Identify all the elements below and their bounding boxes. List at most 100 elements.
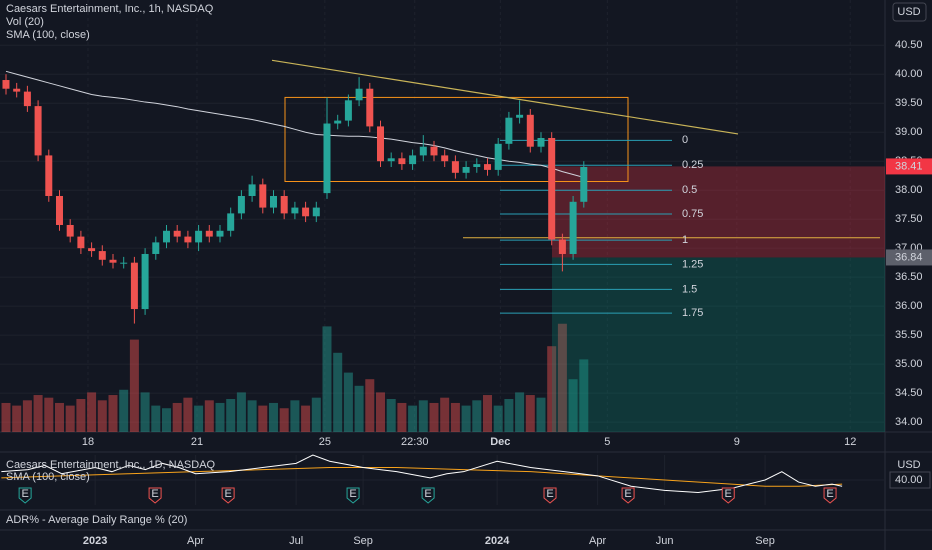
candle-body	[516, 114, 524, 118]
currency-box[interactable]	[892, 2, 927, 22]
candle-body	[344, 100, 352, 121]
volume-bar	[33, 395, 43, 432]
candle-body	[55, 195, 63, 225]
volume-bar	[97, 400, 107, 432]
x-tick-label: 18	[82, 436, 94, 448]
x-tick-label: Apr	[187, 535, 204, 547]
candle-body	[23, 91, 31, 107]
volume-bar	[386, 399, 396, 432]
candle-body	[173, 230, 181, 237]
daily-line	[1, 454, 843, 494]
earnings-marker	[18, 487, 32, 504]
daily-sma-legend: SMA (100, close)	[6, 471, 90, 483]
volume-bar	[322, 326, 332, 432]
daily-title: Caesars Entertainment, Inc., 1D, NASDAQ	[6, 459, 216, 471]
volume-bar	[54, 402, 64, 432]
indicator-label: ADR% - Average Daily Range % (20)	[6, 514, 187, 526]
y-tick-label: 40.00	[895, 68, 923, 80]
sma-legend: SMA (100, close)	[6, 29, 90, 41]
price-tag-label: 38.41	[895, 160, 923, 172]
candle-body	[248, 184, 256, 196]
candle-body	[334, 120, 342, 124]
candle-body	[184, 236, 192, 243]
earnings-marker	[543, 487, 557, 504]
y-tick-label: 34.00	[895, 416, 923, 428]
y-tick-label: 40.00	[895, 474, 923, 486]
candle-body	[398, 158, 406, 165]
volume-bar	[333, 352, 343, 432]
candle-body	[237, 195, 245, 214]
volume-bar	[140, 392, 150, 432]
earnings-label: E	[224, 488, 231, 500]
volume-legend: Vol (20)	[6, 16, 44, 28]
volume-bar	[536, 397, 546, 432]
volume-bar	[194, 405, 204, 432]
target-zone	[552, 257, 885, 432]
y-tick-box	[889, 471, 931, 489]
candle-body	[366, 88, 374, 127]
candle-body	[323, 123, 331, 194]
earnings-label: E	[546, 488, 553, 500]
earnings-label: E	[151, 488, 158, 500]
volume-bar	[440, 397, 450, 432]
volume-bar	[129, 339, 139, 432]
x-tick-label: 25	[319, 436, 331, 448]
candle-body	[462, 167, 470, 173]
candle-body	[580, 167, 588, 202]
candle-body	[537, 138, 545, 147]
range-box	[284, 96, 629, 182]
volume-bar	[311, 397, 321, 432]
x-tick-label: 5	[604, 436, 610, 448]
volume-bar	[418, 400, 428, 432]
y-tick-label: 38.00	[895, 184, 923, 196]
earnings-label: E	[424, 488, 431, 500]
candle-body	[558, 239, 566, 254]
fib-label: 1.25	[682, 258, 703, 270]
earnings-label: E	[21, 488, 28, 500]
candle-body	[302, 207, 310, 217]
candle-body	[291, 207, 299, 214]
candle-body	[451, 161, 459, 173]
x-tick-label: Sep	[353, 535, 373, 547]
volume-bar	[472, 400, 482, 432]
candle-body	[141, 253, 149, 310]
y-tick-label: 36.50	[895, 271, 923, 283]
candle-body	[34, 106, 42, 156]
candle-body	[66, 224, 74, 237]
fib-label: 0.75	[682, 208, 703, 220]
volume-bar	[515, 392, 525, 432]
candle-body	[269, 195, 277, 208]
earnings-marker	[221, 487, 235, 504]
earnings-marker	[148, 487, 162, 504]
volume-bar	[579, 359, 589, 432]
currency[interactable]: USD	[897, 6, 920, 18]
candle-body	[45, 155, 53, 196]
daily-currency: USD	[897, 459, 920, 471]
candle-body	[483, 164, 491, 170]
price-tag	[886, 158, 932, 175]
candle-body	[548, 138, 556, 240]
x-tick-label: 12	[844, 436, 856, 448]
volume-bar	[215, 402, 225, 432]
volume-bar	[204, 400, 214, 432]
volume-bar	[247, 400, 257, 432]
candle-body	[77, 236, 85, 249]
candle-body	[441, 155, 449, 162]
earnings-marker	[421, 487, 435, 504]
x-tick-label: Dec	[490, 436, 510, 448]
y-tick-label: 35.50	[895, 329, 923, 341]
earnings-marker	[621, 487, 635, 504]
x-tick-label: 2024	[485, 535, 510, 547]
volume-bar	[151, 405, 161, 432]
volume-bar	[482, 395, 492, 432]
volume-bar	[450, 402, 460, 432]
candle-body	[205, 230, 213, 237]
candle-body	[2, 80, 10, 89]
candle-body	[152, 242, 160, 254]
candle-body	[494, 143, 502, 170]
candle-body	[88, 248, 96, 252]
candle-body	[569, 201, 577, 254]
y-tick-label: 39.00	[895, 126, 923, 138]
